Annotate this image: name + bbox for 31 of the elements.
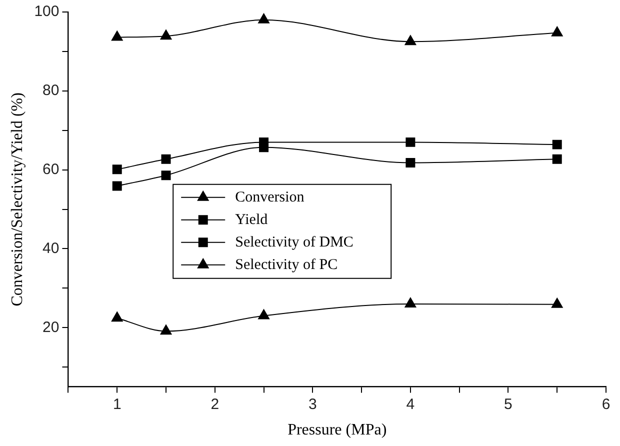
point	[161, 154, 171, 164]
point	[160, 324, 172, 335]
point	[551, 298, 563, 308]
point	[112, 164, 122, 174]
point	[552, 154, 562, 164]
legend-label: Yield	[235, 212, 268, 228]
point	[161, 170, 171, 180]
point	[406, 158, 416, 168]
x-tick-label: 3	[308, 396, 317, 413]
x-tick-label: 1	[112, 396, 122, 413]
point	[406, 137, 416, 147]
y-tick-label: 80	[42, 82, 60, 100]
point	[111, 312, 123, 322]
y-tick-label: 40	[42, 240, 60, 257]
point	[259, 142, 269, 152]
y-axis-title: Conversion/Selectivity/Yield (%)	[8, 92, 26, 306]
x-tick-label: 5	[504, 396, 512, 413]
point	[404, 297, 416, 308]
point	[112, 181, 122, 191]
y-tick-label: 60	[42, 160, 60, 178]
legend-label: Selectivity of PC	[235, 256, 338, 273]
point	[258, 309, 270, 320]
x-tick-label: 2	[210, 396, 220, 413]
legend-label: Conversion	[235, 189, 305, 206]
legend-label: Selectivity of DMC	[235, 234, 354, 250]
x-tick-label: 4	[406, 396, 415, 413]
y-tick-label: 20	[42, 318, 60, 336]
x-axis-title: Pressure (MPa)	[288, 422, 387, 439]
x-tick-label: 6	[602, 396, 610, 413]
point	[552, 140, 562, 150]
y-tick-label: 100	[34, 3, 60, 20]
